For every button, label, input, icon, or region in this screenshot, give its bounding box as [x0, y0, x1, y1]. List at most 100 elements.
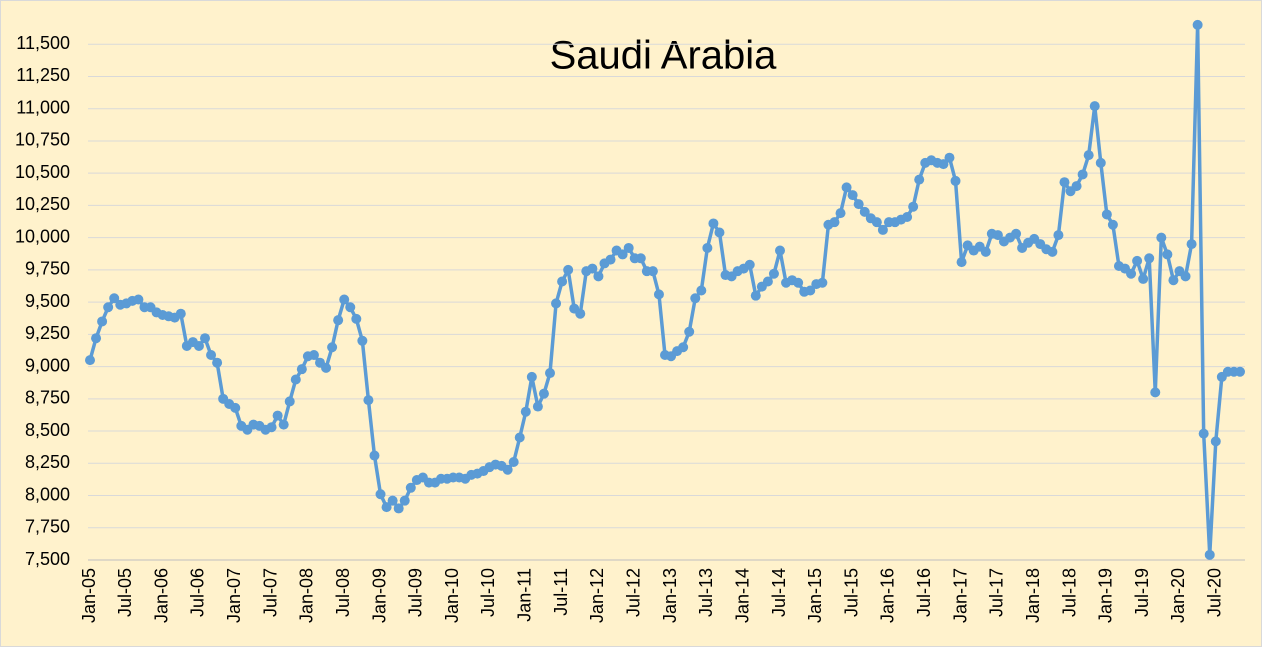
- data-point: [1107, 219, 1118, 230]
- data-point: [938, 159, 949, 170]
- x-tick-label: Jul-11: [551, 568, 571, 616]
- data-point: [321, 362, 332, 373]
- data-point: [333, 315, 344, 326]
- x-tick-label: Jul-08: [333, 568, 353, 617]
- data-point: [829, 217, 840, 228]
- y-tick-label: 8,750: [25, 388, 70, 408]
- x-tick-label: Jul-14: [769, 568, 789, 617]
- data-point: [853, 199, 864, 210]
- x-tick-label: Jul-20: [1205, 568, 1225, 617]
- x-tick-label: Jul-06: [188, 568, 208, 617]
- y-tick-label: 11,000: [16, 97, 70, 117]
- data-point: [563, 264, 574, 275]
- data-point: [1089, 101, 1100, 112]
- x-tick-label: Jul-05: [115, 568, 135, 617]
- y-tick-label: 10,750: [15, 130, 70, 150]
- data-point: [617, 249, 628, 260]
- data-point: [375, 489, 386, 500]
- x-tick-label: Jul-07: [260, 568, 280, 617]
- data-point: [175, 308, 186, 319]
- data-point: [944, 152, 955, 163]
- y-tick-label: 9,500: [25, 291, 70, 311]
- data-point: [369, 450, 380, 461]
- x-tick-label: Jan-16: [878, 568, 898, 623]
- y-tick-label: 11,500: [16, 33, 70, 53]
- data-point: [1235, 366, 1245, 377]
- data-point: [1186, 239, 1197, 250]
- y-tick-label: 8,500: [25, 420, 70, 440]
- data-point: [278, 419, 289, 430]
- data-point: [835, 208, 846, 219]
- data-point: [97, 316, 108, 327]
- y-tick-label: 10,000: [15, 226, 70, 246]
- data-point: [992, 230, 1003, 241]
- data-point: [956, 257, 967, 268]
- data-point: [1198, 428, 1209, 439]
- data-point: [339, 294, 350, 305]
- y-tick-label: 7,750: [25, 517, 70, 537]
- x-tick-label: Jan-10: [442, 568, 462, 623]
- data-point: [696, 285, 707, 296]
- data-point: [708, 218, 719, 229]
- data-point: [1053, 230, 1064, 241]
- data-point: [575, 308, 586, 319]
- data-point: [296, 364, 307, 375]
- data-point: [635, 253, 646, 264]
- data-point: [684, 326, 695, 337]
- x-tick-label: Jan-14: [732, 568, 752, 623]
- data-point: [551, 298, 562, 309]
- data-point: [908, 201, 919, 212]
- x-tick-label: Jul-17: [987, 568, 1007, 617]
- data-point: [1071, 181, 1082, 192]
- data-point: [1059, 177, 1070, 188]
- data-point: [1011, 228, 1022, 239]
- x-tick-label: Jan-12: [587, 568, 607, 623]
- data-point: [714, 227, 725, 238]
- data-point: [605, 254, 616, 265]
- data-point: [1180, 271, 1191, 282]
- data-point: [133, 294, 144, 305]
- data-point: [587, 263, 598, 274]
- x-tick-label: Jul-19: [1132, 568, 1152, 617]
- data-point: [206, 349, 217, 360]
- x-tick-label: Jan-09: [369, 568, 389, 623]
- data-point: [914, 174, 925, 185]
- data-point: [1204, 549, 1215, 560]
- data-point: [690, 293, 701, 304]
- x-tick-label: Jul-18: [1059, 568, 1079, 617]
- y-tick-label: 9,250: [25, 323, 70, 343]
- data-point: [502, 464, 513, 475]
- x-tick-label: Jan-08: [297, 568, 317, 623]
- data-point: [91, 333, 102, 344]
- data-point: [85, 355, 95, 366]
- data-point: [1150, 387, 1161, 398]
- x-tick-label: Jan-17: [950, 568, 970, 623]
- data-point: [308, 349, 319, 360]
- data-point: [593, 271, 604, 282]
- y-tick-label: 7,500: [25, 549, 70, 569]
- data-point: [980, 246, 991, 257]
- data-point: [351, 313, 362, 324]
- data-point: [647, 266, 658, 277]
- data-point: [266, 422, 277, 433]
- data-point: [841, 182, 852, 193]
- data-point: [817, 277, 828, 288]
- data-point: [793, 277, 804, 288]
- data-point: [859, 206, 870, 217]
- x-tick-label: Jan-13: [660, 568, 680, 623]
- data-point: [1192, 19, 1203, 30]
- x-tick-label: Jan-20: [1168, 568, 1188, 623]
- data-point: [1101, 209, 1112, 220]
- data-point: [950, 175, 961, 186]
- data-point: [775, 245, 785, 256]
- x-tick-label: Jan-06: [151, 568, 171, 623]
- data-point: [1047, 246, 1058, 257]
- data-point: [623, 242, 634, 253]
- data-point: [405, 482, 416, 493]
- x-tick-label: Jan-18: [1023, 568, 1043, 623]
- y-tick-label: 8,000: [25, 484, 70, 504]
- data-point: [653, 289, 664, 300]
- data-point: [109, 293, 120, 304]
- data-point: [1095, 157, 1106, 168]
